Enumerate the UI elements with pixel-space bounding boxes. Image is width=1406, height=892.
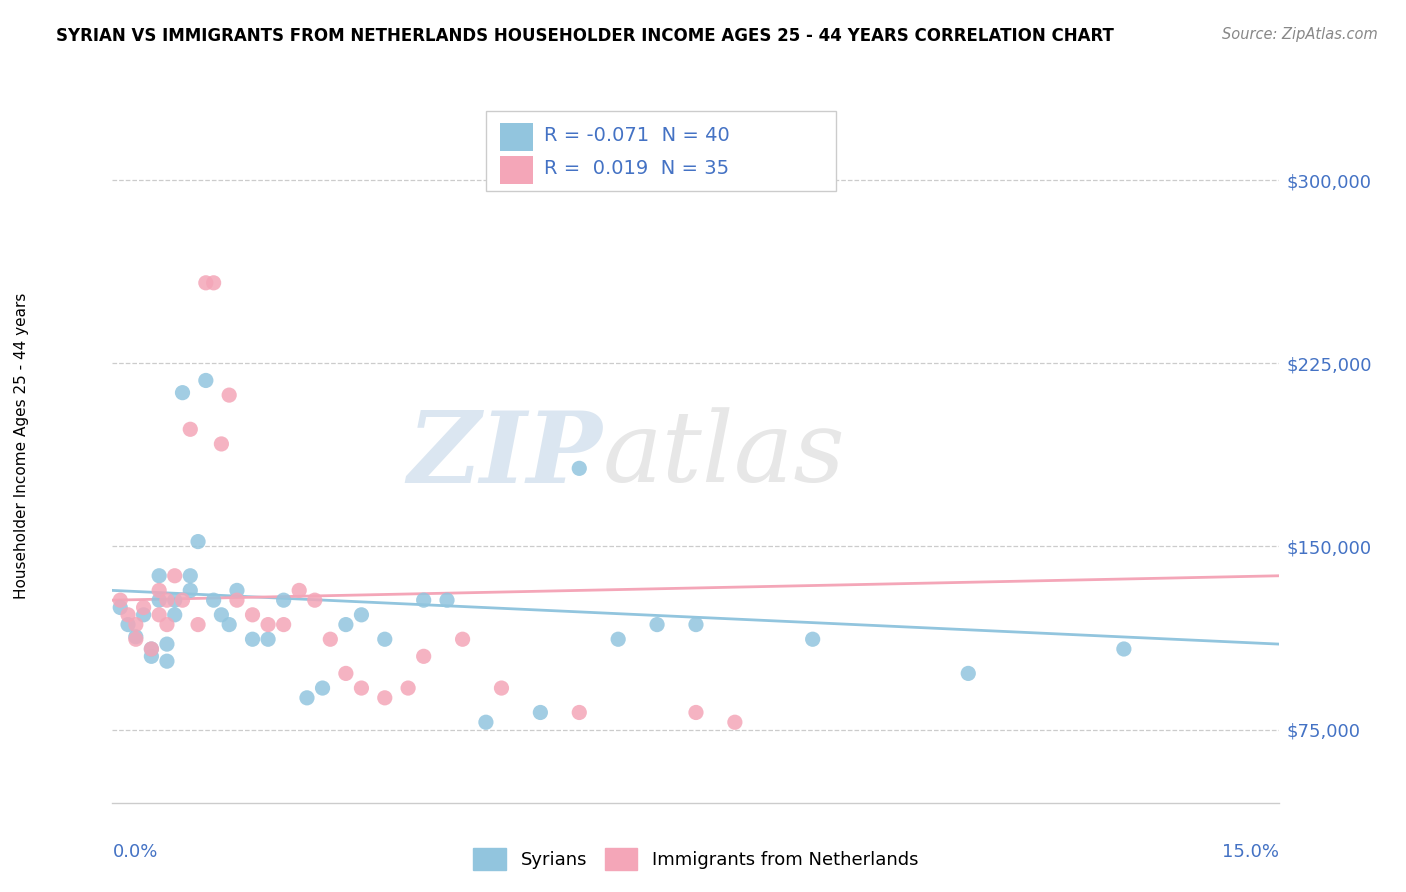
Point [475, 715, 498, 730]
Point [335, 617, 357, 632]
Point [132, 600, 155, 615]
Point [156, 617, 179, 632]
Point [163, 607, 186, 622]
Text: SYRIAN VS IMMIGRANTS FROM NETHERLANDS HOUSEHOLDER INCOME AGES 25 - 44 YEARS CORR: SYRIAN VS IMMIGRANTS FROM NETHERLANDS HO… [56, 27, 1114, 45]
Point [194, 276, 217, 290]
Point [273, 617, 295, 632]
Point [156, 637, 179, 651]
Text: R =  0.019  N = 35: R = 0.019 N = 35 [544, 159, 730, 178]
Text: Source: ZipAtlas.com: Source: ZipAtlas.com [1222, 27, 1378, 42]
Point [132, 607, 155, 622]
FancyBboxPatch shape [486, 111, 837, 191]
Point [202, 276, 225, 290]
Point [209, 437, 232, 451]
Point [172, 593, 194, 607]
Point [645, 617, 668, 632]
Point [295, 690, 318, 705]
Point [156, 593, 179, 607]
Point [257, 617, 280, 632]
Point [117, 607, 139, 622]
Point [374, 690, 396, 705]
Point [148, 583, 170, 598]
Point [257, 632, 280, 647]
Point [350, 681, 373, 695]
Point [685, 617, 707, 632]
Point [202, 593, 225, 607]
Point [304, 593, 326, 607]
Point [218, 388, 240, 402]
Point [110, 600, 132, 615]
Point [148, 607, 170, 622]
Point [242, 607, 264, 622]
Text: 15.0%: 15.0% [1222, 843, 1279, 861]
Point [319, 632, 342, 647]
Point [529, 706, 551, 720]
Text: ZIP: ZIP [408, 407, 603, 503]
Point [226, 583, 249, 598]
Point [685, 706, 707, 720]
Point [288, 583, 311, 598]
Point [568, 706, 591, 720]
Point [179, 568, 201, 582]
Point [110, 593, 132, 607]
Point [125, 630, 148, 644]
Point [187, 617, 209, 632]
Text: R = -0.071  N = 40: R = -0.071 N = 40 [544, 126, 730, 145]
Point [801, 632, 824, 647]
Point [218, 617, 240, 632]
Point [412, 593, 434, 607]
Point [436, 593, 458, 607]
Text: 0.0%: 0.0% [112, 843, 157, 861]
Point [607, 632, 630, 647]
Point [141, 649, 163, 664]
Point [187, 534, 209, 549]
Point [163, 593, 186, 607]
Legend: Syrians, Immigrants from Netherlands: Syrians, Immigrants from Netherlands [467, 841, 925, 877]
Point [724, 715, 747, 730]
Point [374, 632, 396, 647]
Point [209, 607, 232, 622]
FancyBboxPatch shape [501, 156, 533, 184]
FancyBboxPatch shape [501, 123, 533, 151]
Point [350, 607, 373, 622]
Point [311, 681, 333, 695]
Point [273, 593, 295, 607]
Point [957, 666, 980, 681]
Point [156, 654, 179, 668]
Point [141, 642, 163, 657]
Point [117, 617, 139, 632]
Point [226, 593, 249, 607]
Point [568, 461, 591, 475]
Point [242, 632, 264, 647]
Point [148, 568, 170, 582]
Point [163, 568, 186, 582]
Point [396, 681, 419, 695]
Point [125, 632, 148, 647]
Point [141, 642, 163, 657]
Point [491, 681, 513, 695]
Point [335, 666, 357, 681]
Text: Householder Income Ages 25 - 44 years: Householder Income Ages 25 - 44 years [14, 293, 28, 599]
Point [148, 593, 170, 607]
Point [451, 632, 474, 647]
Point [1112, 642, 1135, 657]
Point [179, 583, 201, 598]
Point [172, 385, 194, 400]
Text: atlas: atlas [603, 408, 845, 502]
Point [125, 617, 148, 632]
Point [194, 374, 217, 388]
Point [179, 422, 201, 436]
Point [412, 649, 434, 664]
